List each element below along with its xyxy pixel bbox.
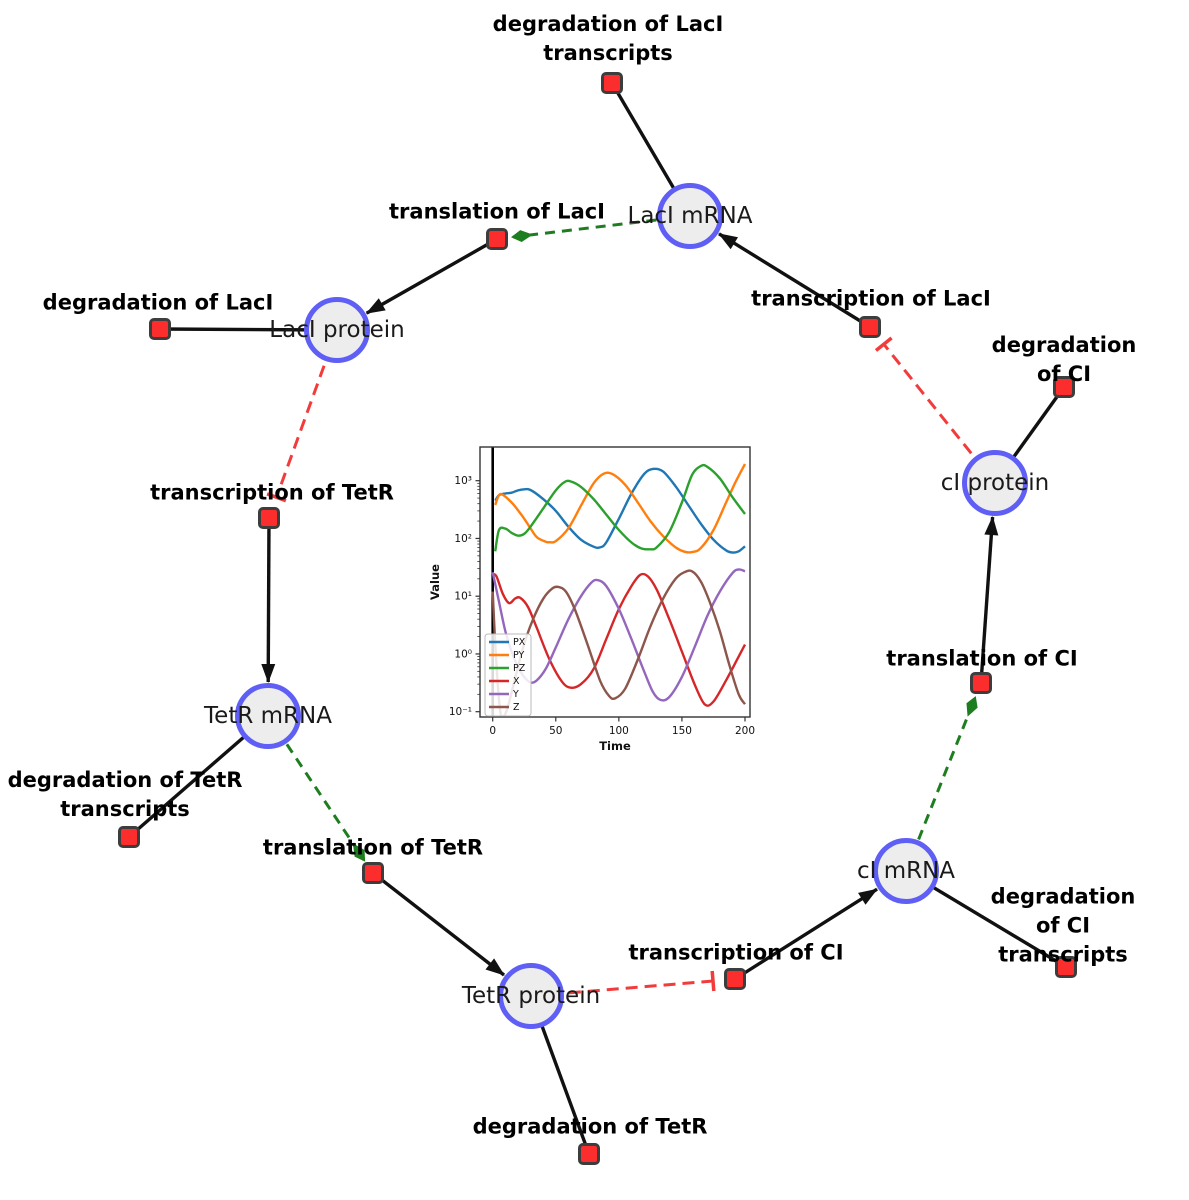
- species-label-tetr-mrna: TetR mRNA: [204, 703, 332, 729]
- reaction-node-degradation-tetr[interactable]: [578, 1143, 600, 1165]
- reaction-label-degradation-ci-transcripts: degradation of CI transcripts: [990, 884, 1136, 967]
- svg-text:10¹: 10¹: [454, 591, 472, 603]
- species-node-tetr-protein[interactable]: [498, 963, 564, 1029]
- reaction-label-degradation-laci-transcripts: degradation of LacI transcripts: [492, 12, 724, 65]
- species-label-tetr-protein: TetR protein: [461, 983, 601, 1009]
- x-axis-label: Time: [599, 739, 631, 753]
- svg-text:10³: 10³: [454, 475, 472, 487]
- species-node-tetr-mrna[interactable]: [235, 683, 301, 749]
- svg-text:PY: PY: [513, 650, 525, 661]
- edge-ci-mrna-modifies-translation-ci: [904, 696, 978, 872]
- series-X: [492, 572, 747, 707]
- reaction-node-transcription-tetr[interactable]: [258, 507, 280, 529]
- reaction-node-transcription-laci[interactable]: [859, 316, 881, 338]
- reaction-node-translation-laci[interactable]: [486, 228, 508, 250]
- reaction-label-degradation-ci: degradation of CI: [991, 333, 1137, 386]
- species-node-ci-protein[interactable]: [962, 450, 1028, 516]
- reaction-node-translation-ci[interactable]: [970, 672, 992, 694]
- species-label-ci-mrna: cI mRNA: [856, 858, 956, 884]
- svg-text:0: 0: [489, 725, 496, 737]
- edge-translation-laci-to-laci-protein: [365, 237, 498, 315]
- svg-text:50: 50: [549, 725, 562, 737]
- species-label-laci-protein: LacI protein: [269, 317, 405, 343]
- svg-text:PZ: PZ: [513, 663, 526, 674]
- svg-text:Z: Z: [513, 702, 520, 713]
- reaction-label-translation-tetr: translation of TetR: [262, 835, 484, 860]
- reaction-label-transcription-ci: transcription of CI: [628, 940, 844, 965]
- svg-text:10⁰: 10⁰: [454, 648, 472, 660]
- edge-translation-ci-to-ci-protein: [979, 516, 999, 684]
- edge-transcription-ci-to-ci-mrna: [734, 887, 878, 981]
- reaction-node-transcription-ci[interactable]: [724, 968, 746, 990]
- reaction-label-degradation-tetr-transcripts: degradation of TetR transcripts: [7, 768, 243, 821]
- inset-chart: 0 50 100 150 200 10⁻¹ 10⁰ 10¹ 10² 10³ Value Time …: [425, 437, 770, 771]
- series-PZ: [494, 463, 746, 552]
- edge-tetr-mrna-modifies-translation-tetr: [266, 715, 366, 862]
- svg-text:100: 100: [609, 725, 629, 737]
- svg-text:X: X: [513, 676, 520, 687]
- plot-axes: 0 50 100 150 200 10⁻¹ 10⁰ 10¹ 10² 10³: [449, 446, 755, 737]
- reaction-label-translation-laci: translation of LacI: [389, 199, 605, 224]
- reaction-label-translation-ci: translation of CI: [886, 646, 1078, 671]
- edge-transcription-laci-to-laci-mrna: [718, 232, 871, 329]
- svg-text:150: 150: [672, 725, 692, 737]
- svg-text:10²: 10²: [454, 533, 472, 545]
- reaction-node-degradation-tetr-transcripts[interactable]: [118, 826, 140, 848]
- edge-laci-mrna-modifies-translation-laci: [511, 214, 691, 243]
- reaction-node-degradation-laci-transcripts[interactable]: [601, 72, 623, 94]
- species-node-laci-mrna[interactable]: [657, 183, 723, 249]
- series-PY: [494, 463, 747, 554]
- svg-text:PX: PX: [513, 637, 526, 648]
- reaction-label-transcription-tetr: transcription of TetR: [150, 480, 394, 505]
- reaction-label-degradation-tetr: degradation of TetR: [472, 1114, 708, 1139]
- edge-transcription-tetr-to-tetr-mrna: [261, 517, 276, 683]
- y-axis-label: Value: [428, 564, 442, 600]
- reaction-label-degradation-laci: degradation of LacI: [42, 290, 274, 315]
- reaction-node-degradation-ci[interactable]: [1053, 376, 1075, 398]
- reaction-label-transcription-laci: transcription of LacI: [751, 286, 991, 311]
- svg-text:10⁻¹: 10⁻¹: [449, 706, 472, 718]
- chart-legend: PX PY PZ XYZ: [484, 633, 532, 717]
- species-label-laci-mrna: LacI mRNA: [627, 203, 753, 229]
- edge-translation-tetr-to-tetr-protein: [371, 871, 506, 977]
- reaction-node-degradation-laci[interactable]: [149, 318, 171, 340]
- species-node-ci-mrna[interactable]: [873, 838, 939, 904]
- svg-text:200: 200: [735, 725, 755, 737]
- reaction-node-translation-tetr[interactable]: [362, 862, 384, 884]
- species-node-laci-protein[interactable]: [304, 297, 370, 363]
- species-label-ci-protein: cI protein: [940, 470, 1050, 496]
- svg-text:Y: Y: [512, 689, 519, 700]
- reaction-node-degradation-ci-transcripts[interactable]: [1055, 956, 1077, 978]
